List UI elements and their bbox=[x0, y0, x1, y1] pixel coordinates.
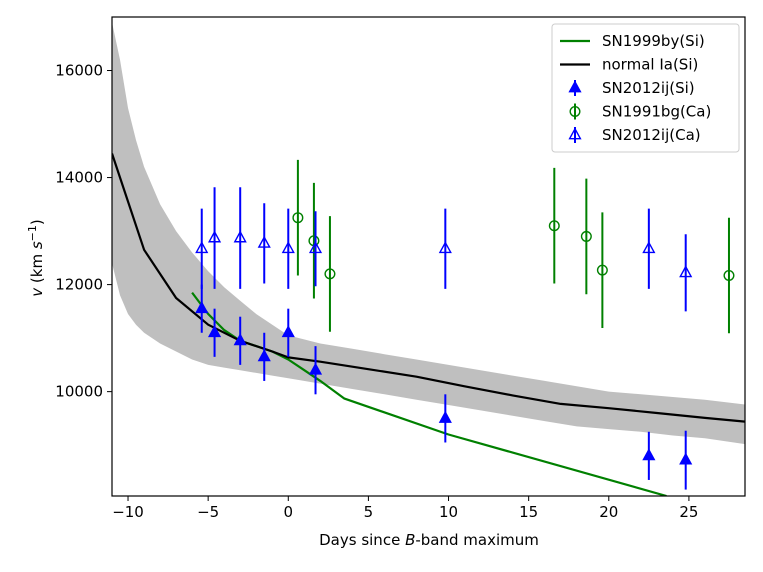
y-tick-label: 14000 bbox=[55, 169, 103, 187]
plot-frame bbox=[111, 16, 746, 497]
legend-marker-triangle-open bbox=[568, 127, 582, 140]
data-point-sn1991bg-ca bbox=[292, 159, 304, 276]
series-line-normal-ia-si bbox=[112, 153, 745, 423]
marker-triangle-open bbox=[438, 241, 452, 254]
legend-label: normal Ia(Si) bbox=[602, 56, 698, 74]
y-tick-label: 16000 bbox=[55, 62, 103, 80]
data-point-sn1991bg-ca bbox=[324, 216, 336, 332]
marker-circle-open bbox=[580, 230, 592, 242]
x-axis-label-pre: Days since bbox=[319, 531, 405, 549]
x-tick-label: 20 bbox=[599, 503, 618, 521]
marker-circle-open bbox=[548, 220, 560, 232]
legend-label: SN1999by(Si) bbox=[602, 32, 705, 50]
data-point-sn2012ij-si bbox=[308, 346, 323, 395]
data-point-sn2012ij-ca bbox=[207, 187, 222, 289]
marker-triangle-filled bbox=[233, 333, 247, 346]
markers-layer bbox=[195, 159, 735, 490]
band-layer bbox=[112, 22, 745, 445]
marker-triangle-filled bbox=[257, 349, 271, 362]
x-tick-label: −5 bbox=[197, 503, 219, 521]
y-axis-label-s: s bbox=[28, 241, 46, 249]
marker-triangle-filled bbox=[195, 301, 209, 314]
marker-triangle-open bbox=[281, 241, 295, 254]
legend-label: SN2012ij(Ca) bbox=[602, 126, 701, 144]
x-axis-label-post: -band maximum bbox=[415, 531, 539, 549]
marker-circle-open bbox=[723, 269, 735, 281]
marker-triangle-open bbox=[308, 241, 323, 254]
data-point-sn2012ij-si bbox=[679, 430, 693, 490]
data-point-sn2012ij-ca bbox=[438, 208, 452, 289]
lines-layer bbox=[112, 153, 745, 496]
y-axis-label-italic: v bbox=[28, 287, 46, 297]
legend-item-sn2012ij-si: SN2012ij(Si) bbox=[568, 79, 695, 97]
data-point-sn2012ij-si bbox=[642, 431, 656, 480]
data-point-sn2012ij-ca bbox=[281, 208, 295, 289]
y-axis-label: v (km s−1) bbox=[26, 219, 46, 296]
legend-marker-circle-open bbox=[569, 105, 581, 117]
data-point-sn2012ij-ca bbox=[679, 234, 693, 312]
marker-circle-open bbox=[292, 212, 304, 224]
x-tick-label: 15 bbox=[519, 503, 538, 521]
data-point-sn1991bg-ca bbox=[580, 178, 592, 295]
data-point-sn2012ij-ca bbox=[308, 211, 323, 287]
data-point-sn1991bg-ca bbox=[723, 217, 735, 334]
marker-triangle-filled bbox=[207, 325, 222, 338]
x-tick-label: 5 bbox=[364, 503, 374, 521]
data-point-sn2012ij-ca bbox=[233, 187, 247, 289]
marker-triangle-open bbox=[257, 235, 271, 248]
x-axis-label-italic: B bbox=[405, 531, 415, 549]
data-point-sn2012ij-si bbox=[257, 332, 271, 381]
data-point-sn2012ij-ca bbox=[195, 208, 209, 289]
marker-circle-open bbox=[324, 268, 336, 280]
uncertainty-band bbox=[112, 22, 745, 445]
marker-triangle-filled bbox=[679, 452, 693, 465]
marker-triangle-filled bbox=[281, 325, 295, 338]
legend-label: SN2012ij(Si) bbox=[602, 79, 695, 97]
data-point-sn2012ij-ca bbox=[642, 208, 656, 289]
legend-item-sn2012ij-ca: SN2012ij(Ca) bbox=[568, 126, 701, 144]
y-axis-label-pre: (km bbox=[28, 249, 46, 288]
data-point-sn2012ij-si bbox=[233, 316, 247, 365]
y-tick-label: 10000 bbox=[55, 383, 103, 401]
x-axis-label: Days since B-band maximum bbox=[319, 531, 539, 549]
y-tick-label: 12000 bbox=[55, 276, 103, 294]
marker-triangle-open bbox=[195, 241, 209, 254]
data-point-sn2012ij-si bbox=[207, 308, 222, 357]
y-axis-label-sup: −1 bbox=[26, 225, 39, 241]
data-point-sn1991bg-ca bbox=[548, 167, 560, 284]
x-tick-label: 10 bbox=[439, 503, 458, 521]
data-point-sn2012ij-si bbox=[281, 308, 295, 357]
marker-triangle-filled bbox=[438, 410, 452, 423]
x-tick-label: −10 bbox=[112, 503, 144, 521]
marker-triangle-filled bbox=[308, 362, 323, 375]
y-axis-label-post: ) bbox=[28, 219, 46, 225]
legend-item-sn1999by-si: SN1999by(Si) bbox=[560, 32, 705, 50]
data-point-sn2012ij-si bbox=[438, 394, 452, 443]
x-tick-label: 0 bbox=[284, 503, 294, 521]
legend-box bbox=[551, 23, 740, 153]
marker-triangle-open bbox=[233, 230, 247, 243]
y-axis: 10000 12000 14000 16000 bbox=[55, 62, 112, 401]
marker-triangle-filled bbox=[642, 448, 656, 461]
x-tick-label: 25 bbox=[679, 503, 698, 521]
data-point-sn2012ij-si bbox=[195, 284, 209, 333]
legend: SN1999by(Si) normal Ia(Si) SN2012ij(Si) SN1… bbox=[551, 23, 740, 153]
legend-item-normal-ia-si: normal Ia(Si) bbox=[560, 56, 698, 74]
legend-marker-triangle-filled bbox=[568, 80, 582, 93]
x-axis: −10 −5 0 5 10 15 20 25 bbox=[112, 496, 698, 521]
data-point-sn2012ij-ca bbox=[257, 203, 271, 284]
marker-triangle-open bbox=[207, 230, 222, 243]
data-point-sn1991bg-ca bbox=[596, 212, 608, 328]
marker-circle-open bbox=[596, 264, 608, 276]
legend-item-sn1991bg-ca: SN1991bg(Ca) bbox=[569, 103, 711, 121]
marker-triangle-open bbox=[642, 241, 656, 254]
legend-label: SN1991bg(Ca) bbox=[602, 103, 711, 121]
marker-triangle-open bbox=[679, 265, 693, 278]
